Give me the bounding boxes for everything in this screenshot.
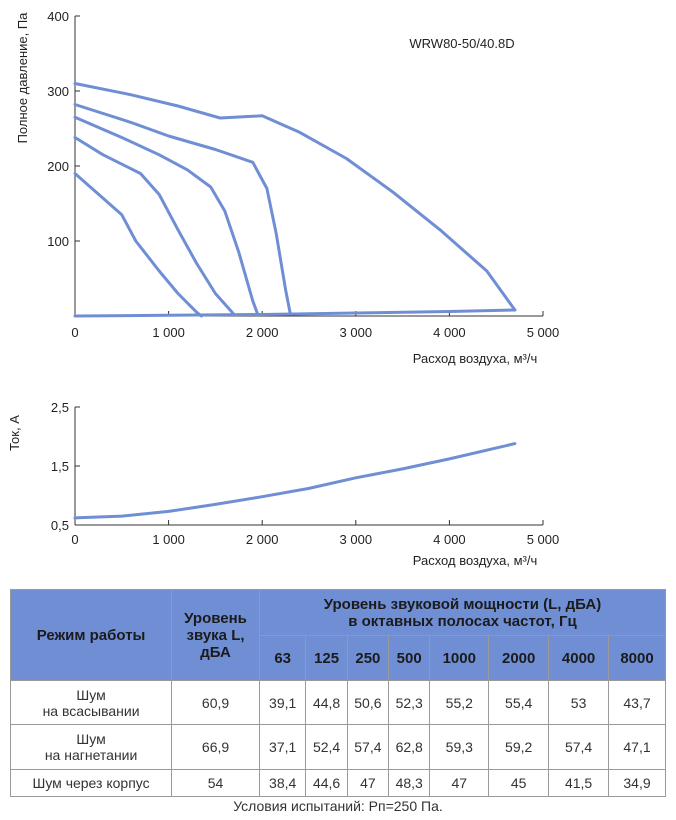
level-header: Уровень звука L, дБА [171,589,260,681]
value-cell: 45 [488,769,550,797]
mode-cell-line: на всасывании [42,702,140,719]
x-tick-label: 5 000 [527,532,560,547]
level-header-line: звука L, [186,626,245,644]
x-axis-label: Расход воздуха, м³/ч [413,351,538,366]
value-cell: 39,1 [258,680,307,725]
level-header-line: Уровень [184,609,247,627]
y-axis-label: Полное давление, Па [15,12,30,144]
noise-table: Режим работы Уровень звука L, дБА Уровен… [9,589,667,797]
value-cell: 52,3 [388,680,431,725]
value-cell: 38,4 [258,769,307,797]
x-tick-label: 2 000 [246,532,279,547]
value-cell: 47 [429,769,490,797]
mode-header: Режим работы [9,589,173,681]
level-cell: 54 [171,769,260,797]
frequency-header: 500 [388,635,431,681]
y-tick-label: 300 [47,84,69,99]
value-cell: 62,8 [388,724,431,770]
x-tick-label: 5 000 [527,325,560,340]
mode-cell: Шум на всасывании [9,680,173,725]
series-line-curve-3 [73,115,259,316]
mode-cell-line: Шум через корпус [32,775,150,791]
y-tick-label: 0,5 [51,518,69,533]
frequency-header: 125 [305,635,348,681]
value-cell: 55,4 [488,680,550,725]
x-tick-label: 0 [71,325,78,340]
level-header-line: дБА [200,643,231,661]
chart-title: WRW80-50/40.8D [409,36,514,51]
series-line-curve-4 [73,103,292,316]
x-tick-label: 2 000 [246,325,279,340]
y-tick-label: 200 [47,159,69,174]
test-conditions-caption: Условия испытаний: Pп=250 Па. [233,798,443,814]
mode-cell: Шум через корпус [9,769,173,797]
x-tick-label: 1 000 [152,532,185,547]
value-cell: 57,4 [346,724,390,770]
value-cell: 41,5 [548,769,610,797]
value-cell: 52,4 [305,724,348,770]
value-cell: 44,8 [305,680,348,725]
power-header: Уровень звуковой мощности (L, дБА) в окт… [258,589,667,636]
level-cell: 60,9 [171,680,260,725]
series-line-current [73,442,517,520]
table-body: Шум на всасывании 60,9 39,1 44,8 50,6 52,3 55,2… [9,680,666,797]
value-cell: 57,4 [548,724,610,770]
frequency-header: 63 [258,635,307,681]
frequency-header: 4000 [548,635,610,681]
power-header-line: Уровень звуковой мощности (L, дБА) [323,595,602,613]
value-cell: 37,1 [258,724,307,770]
y-tick-label: 400 [47,9,69,24]
frequency-header: 1000 [429,635,490,681]
mode-cell-line: Шум [76,731,106,747]
y-tick-label: 1,5 [51,459,69,474]
table-row: Шум через корпус 54 38,4 44,6 47 48,3 47 45 41,5… [9,769,666,797]
frequency-row: 63 125 250 500 1000 2000 4000 8000 [11,635,666,681]
x-tick-label: 4 000 [433,325,466,340]
value-cell: 43,7 [608,680,666,725]
value-cell: 50,6 [346,680,390,725]
series-line-floor [73,308,517,318]
value-cell: 47,1 [608,724,666,770]
mode-cell: Шум на нагнетании [9,724,173,770]
value-cell: 34,9 [608,769,666,797]
frequency-header: 2000 [488,635,550,681]
x-tick-label: 3 000 [340,325,373,340]
mode-cell-line: на нагнетании [44,747,138,763]
level-cell: 66,9 [171,724,260,770]
mode-cell-line: Шум [76,686,106,703]
table-header-row: Режим работы Уровень звука L, дБА Уровен… [9,589,667,681]
power-header-line: в октавных полосах частот, Гц [348,612,577,630]
value-cell: 59,2 [488,724,550,770]
charts: 0 1 000 2 000 3 000 4 000 5 000 100 200 300 400 Ра… [7,9,559,568]
value-cell: 55,2 [429,680,490,725]
value-cell: 48,3 [388,769,431,797]
value-cell: 44,6 [305,769,348,797]
table-row: Шум на всасывании 60,9 39,1 44,8 50,6 52,3 55,2… [9,680,666,725]
y-tick-label: 100 [47,234,69,249]
x-tick-label: 0 [71,532,78,547]
series-line-curve-5 [73,82,517,312]
charts-svg: 0 1 000 2 000 3 000 4 000 5 000 100 200 300 400 Ра… [7,9,559,568]
x-axis-label: Расход воздуха, м³/ч [413,553,538,568]
x-tick-label: 3 000 [340,532,373,547]
value-cell: 59,3 [429,724,490,770]
series-line-curve-1 [73,172,203,318]
frequency-header: 250 [346,635,390,681]
chart-2: 0 1 000 2 000 3 000 4 000 5 000 0,5 1,5 2,5 Расхо… [7,400,559,568]
y-axis-label: Ток, А [7,415,22,451]
chart-1: 0 1 000 2 000 3 000 4 000 5 000 100 200 300 400 Ра… [15,9,559,366]
series-line-curve-2 [73,136,236,316]
table-row: Шум на нагнетании 66,9 37,1 52,4 57,4 62,8 59,3… [9,724,666,770]
frequency-header: 8000 [608,635,666,681]
x-tick-label: 4 000 [433,532,466,547]
value-cell: 47 [346,769,390,797]
x-tick-label: 1 000 [152,325,185,340]
y-tick-label: 2,5 [51,400,69,415]
value-cell: 53 [548,680,610,725]
